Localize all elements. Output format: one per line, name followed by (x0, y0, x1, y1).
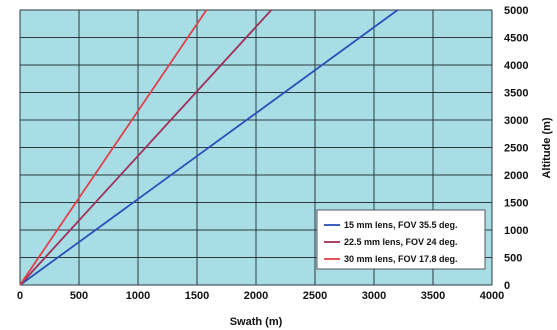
series-line-2 (19, 9, 273, 286)
legend: 15 mm lens, FOV 35.5 deg. 22.5 mm lens, F… (316, 209, 486, 270)
y-tick-label: 4500 (504, 33, 528, 45)
x-tick-label: 1500 (185, 290, 209, 302)
y-tick-label: 2000 (504, 170, 528, 182)
y-axis-ticks: 0 500 1000 1500 2000 2500 3000 3500 4000 4500 5000 (504, 5, 528, 292)
y-tick-label: 2500 (504, 143, 528, 155)
y-tick-label: 1000 (504, 225, 528, 237)
y-tick-label: 4000 (504, 60, 528, 72)
y-tick-label: 1500 (504, 198, 528, 210)
y-tick-label: 0 (504, 280, 510, 292)
y-tick-label: 500 (504, 253, 522, 265)
x-tick-label: 1000 (126, 290, 150, 302)
series-lines (19, 9, 399, 286)
x-tick-label: 4000 (480, 290, 504, 302)
x-axis-ticks: 0 500 1000 1500 2000 2500 3000 3500 4000 (17, 290, 504, 302)
x-tick-label: 3000 (362, 290, 386, 302)
y-tick-label: 5000 (504, 5, 528, 17)
legend-label-1: 15 mm lens, FOV 35.5 deg. (344, 220, 458, 230)
x-tick-label: 0 (17, 290, 23, 302)
legend-box (316, 209, 486, 270)
series-line-3 (19, 9, 208, 286)
series-line-1 (19, 9, 399, 286)
x-tick-label: 3500 (421, 290, 445, 302)
legend-label-2: 22.5 mm lens, FOV 24 deg. (344, 237, 458, 247)
x-tick-label: 500 (70, 290, 88, 302)
x-tick-label: 2500 (303, 290, 327, 302)
x-tick-label: 2000 (244, 290, 268, 302)
legend-label-3: 30 mm lens, FOV 17.8 deg. (344, 254, 458, 264)
y-tick-label: 3000 (504, 115, 528, 127)
x-axis-title: Swath (m) (230, 316, 283, 328)
y-tick-label: 3500 (504, 88, 528, 100)
y-axis-title: Altitude (m) (541, 117, 553, 178)
